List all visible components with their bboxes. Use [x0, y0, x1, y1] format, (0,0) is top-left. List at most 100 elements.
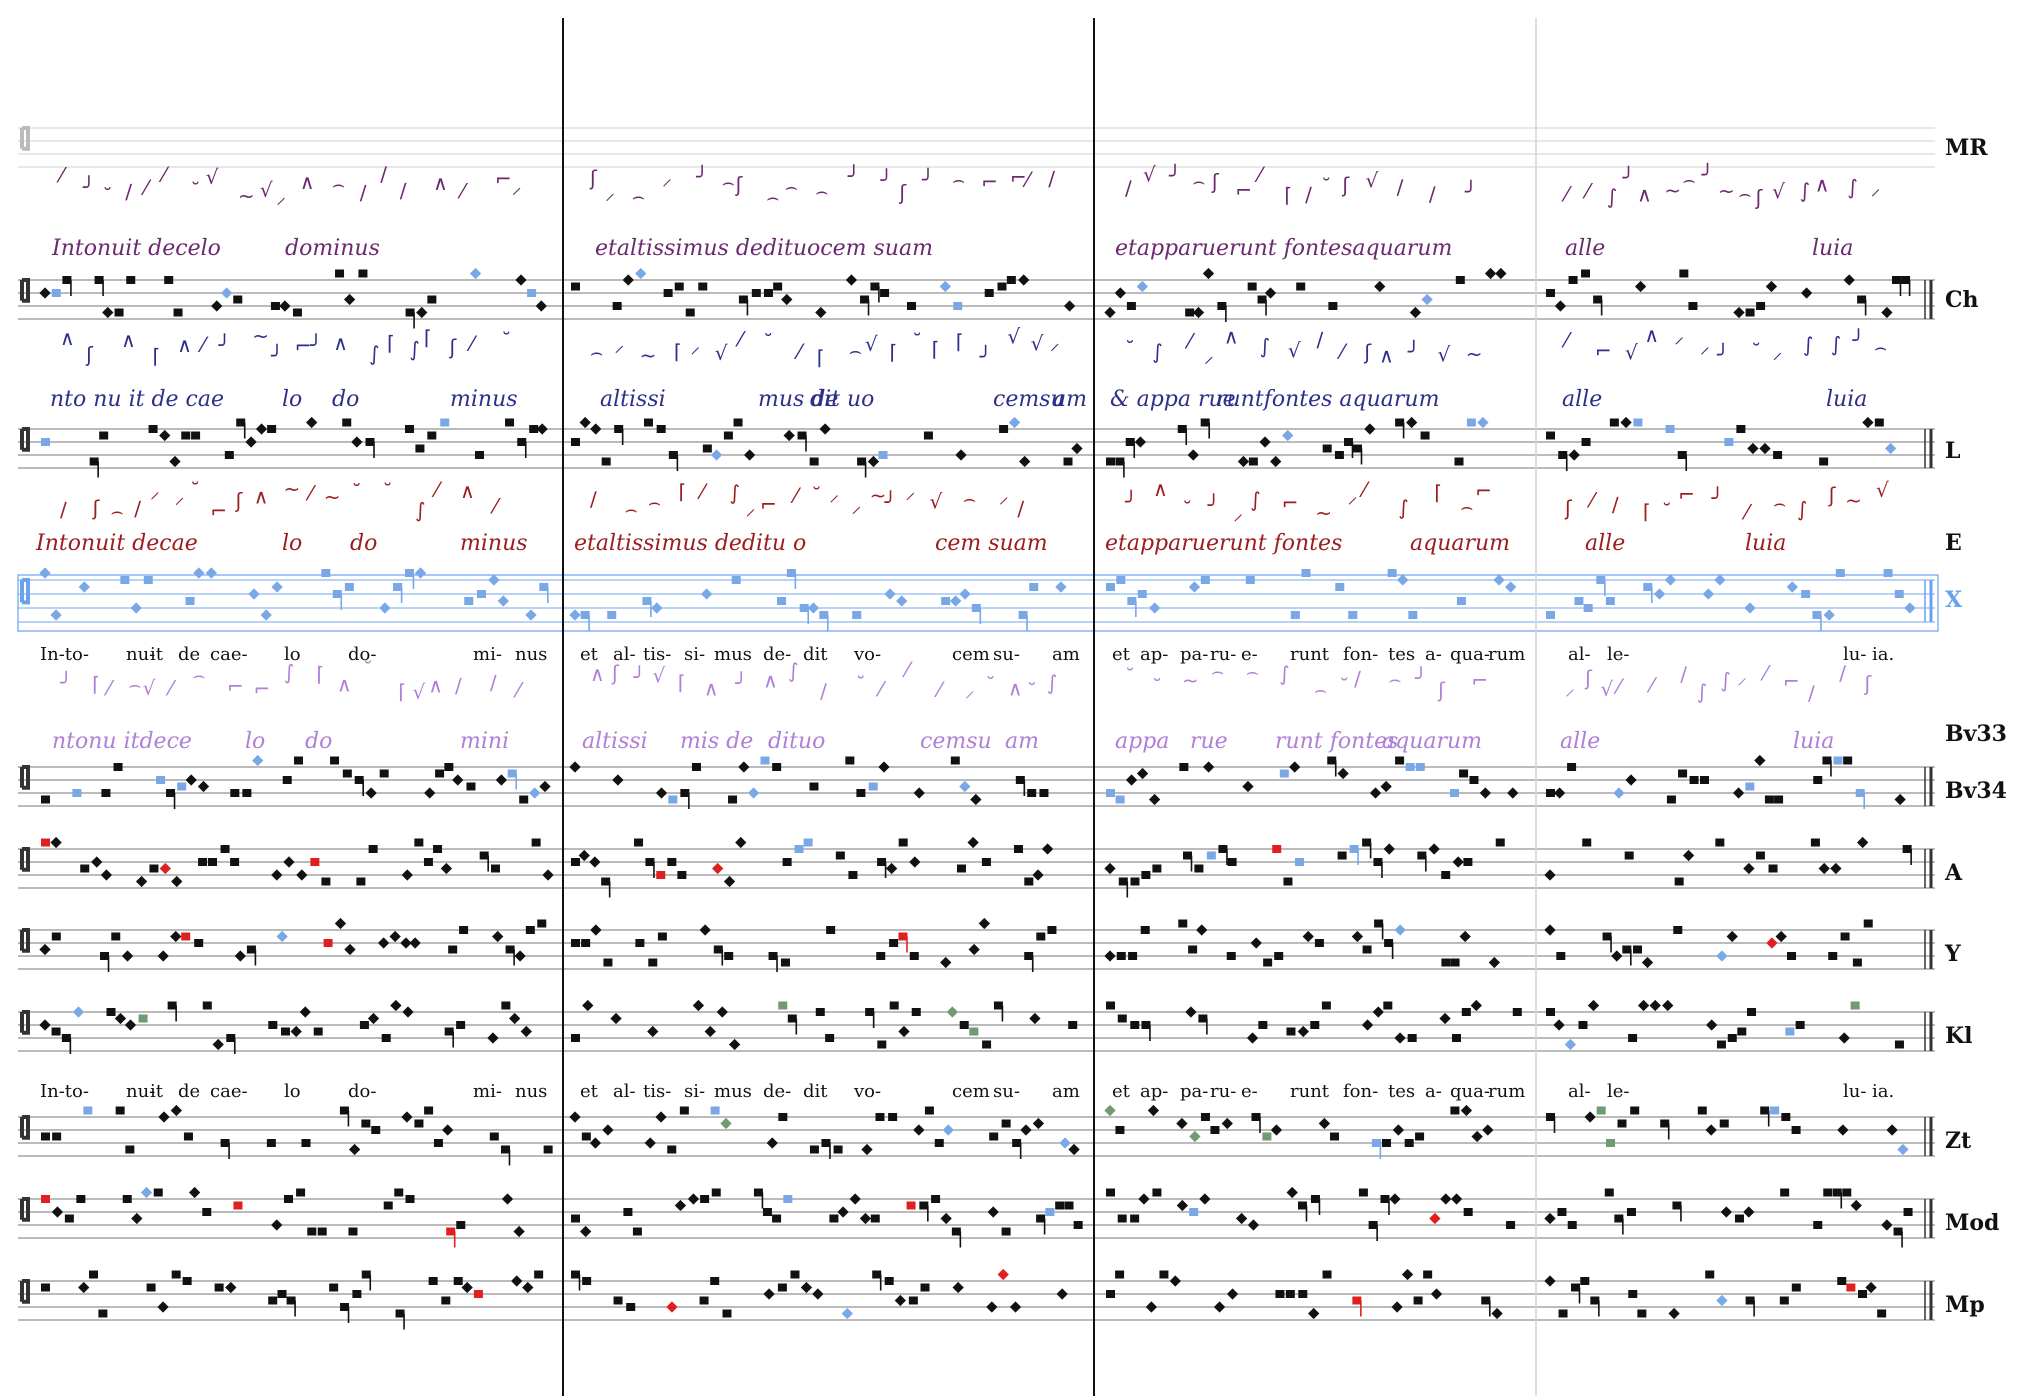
neume-stroke: √: [206, 165, 219, 189]
note-square: [1063, 457, 1073, 466]
note-square: [459, 926, 469, 934]
note-square: [1451, 1034, 1461, 1042]
note-square: [1456, 597, 1466, 605]
neume-stroke: ⁄: [466, 331, 477, 355]
note-rhombus: [365, 787, 377, 799]
note-square: [898, 932, 908, 941]
neume-stroke: ⌢: [952, 167, 965, 191]
note-rhombus: [1059, 1137, 1071, 1149]
neume-stroke: ⸝: [150, 479, 160, 503]
neume-stroke: ⁄: [1359, 477, 1370, 501]
lyric-syllable: dit: [803, 1081, 828, 1102]
note-square: [1596, 576, 1606, 584]
note-rhombus: [1318, 1117, 1331, 1130]
note-rhombus: [1775, 930, 1787, 943]
neume-stroke: ∫: [1697, 679, 1707, 703]
note-rhombus: [635, 267, 647, 280]
note-square: [1894, 590, 1904, 598]
note-square: [984, 289, 994, 297]
neume-stroke: ⌈: [398, 679, 406, 703]
note-square: [1045, 1208, 1055, 1216]
lyric-syllable: le-: [1607, 644, 1630, 665]
note-square: [571, 282, 580, 291]
lyric-syllable: et: [580, 644, 599, 665]
note-square: [787, 1014, 797, 1023]
note-square: [1724, 438, 1734, 446]
note-rhombus: [1394, 1032, 1406, 1044]
neume-stroke: ╯: [217, 333, 230, 357]
note-square: [1441, 871, 1451, 879]
note-square: [1449, 789, 1459, 797]
note-square: [941, 597, 951, 605]
neume-stroke: ~: [1664, 179, 1681, 203]
note-square: [1200, 1113, 1210, 1121]
note-square: [571, 438, 580, 446]
neume-stroke: ⌢: [648, 490, 661, 514]
manuscript-word: alle: [1565, 236, 1605, 261]
note-square: [1688, 302, 1698, 310]
neume-stroke: ⸝: [1565, 676, 1575, 700]
lyric-syllable: si-: [684, 644, 705, 665]
neume-stroke: ⌈: [956, 330, 964, 354]
neume-stroke: ⌐: [227, 675, 244, 699]
note-rhombus: [39, 943, 51, 956]
note-square: [1832, 1188, 1842, 1197]
note-rhombus: [1041, 843, 1054, 855]
note-rhombus: [687, 1193, 700, 1205]
note-square: [171, 1270, 181, 1279]
note-rhombus: [1361, 1019, 1374, 1031]
note-rhombus: [1439, 1012, 1451, 1025]
note-square: [1159, 1270, 1169, 1279]
note-rhombus: [1185, 1006, 1197, 1018]
note-rhombus: [171, 875, 183, 888]
note-square: [1188, 945, 1198, 954]
note-rhombus: [743, 449, 756, 461]
lyric-syllable: al-: [613, 1081, 636, 1102]
note-rhombus: [511, 1275, 523, 1287]
note-rhombus: [997, 1268, 1009, 1281]
note-square: [268, 1021, 278, 1029]
note-square: [202, 1001, 212, 1010]
note-square: [166, 789, 176, 797]
note-square: [1734, 1214, 1744, 1223]
note-rhombus: [260, 609, 272, 621]
note-rhombus: [1720, 1206, 1732, 1218]
note-square: [1843, 756, 1853, 765]
note-square: [101, 789, 111, 797]
neume-stroke: ⸝: [1772, 340, 1782, 364]
note-rhombus: [1554, 300, 1567, 312]
note-rhombus: [1104, 950, 1116, 962]
note-rhombus: [1009, 1301, 1022, 1313]
note-square: [395, 1309, 405, 1318]
neume-stroke: ∫: [1800, 179, 1810, 203]
note-square: [1469, 776, 1479, 784]
neume-stroke: ~: [1315, 501, 1332, 525]
note-square: [1200, 418, 1210, 427]
note-square: [865, 1008, 875, 1016]
note-square: [777, 1283, 787, 1292]
neume-stroke: ~: [284, 477, 301, 501]
note-square: [1837, 1277, 1847, 1285]
note-rhombus: [1744, 602, 1756, 614]
neume-stroke: ⌐: [1235, 179, 1252, 203]
note-rhombus: [442, 1124, 454, 1136]
note-rhombus: [271, 581, 283, 593]
note-square: [236, 418, 246, 427]
neume-stroke: ∫: [369, 342, 379, 366]
note-square: [427, 431, 437, 440]
note-square: [479, 851, 489, 860]
note-rhombus: [1452, 856, 1464, 868]
note-square: [1247, 282, 1257, 291]
note-square: [1294, 858, 1304, 866]
note-square: [89, 457, 99, 466]
lyric-syllable: pa-: [1180, 1081, 1208, 1102]
note-rhombus: [940, 1212, 952, 1225]
note-rhombus: [402, 1006, 414, 1018]
neume-stroke: ∫: [1831, 332, 1841, 356]
note-square: [923, 431, 933, 440]
note-rhombus: [1374, 280, 1386, 293]
neume-stroke: ⌢: [1314, 678, 1327, 702]
note-square: [1262, 1132, 1272, 1141]
note-square: [335, 269, 345, 278]
note-rhombus: [1881, 306, 1893, 319]
